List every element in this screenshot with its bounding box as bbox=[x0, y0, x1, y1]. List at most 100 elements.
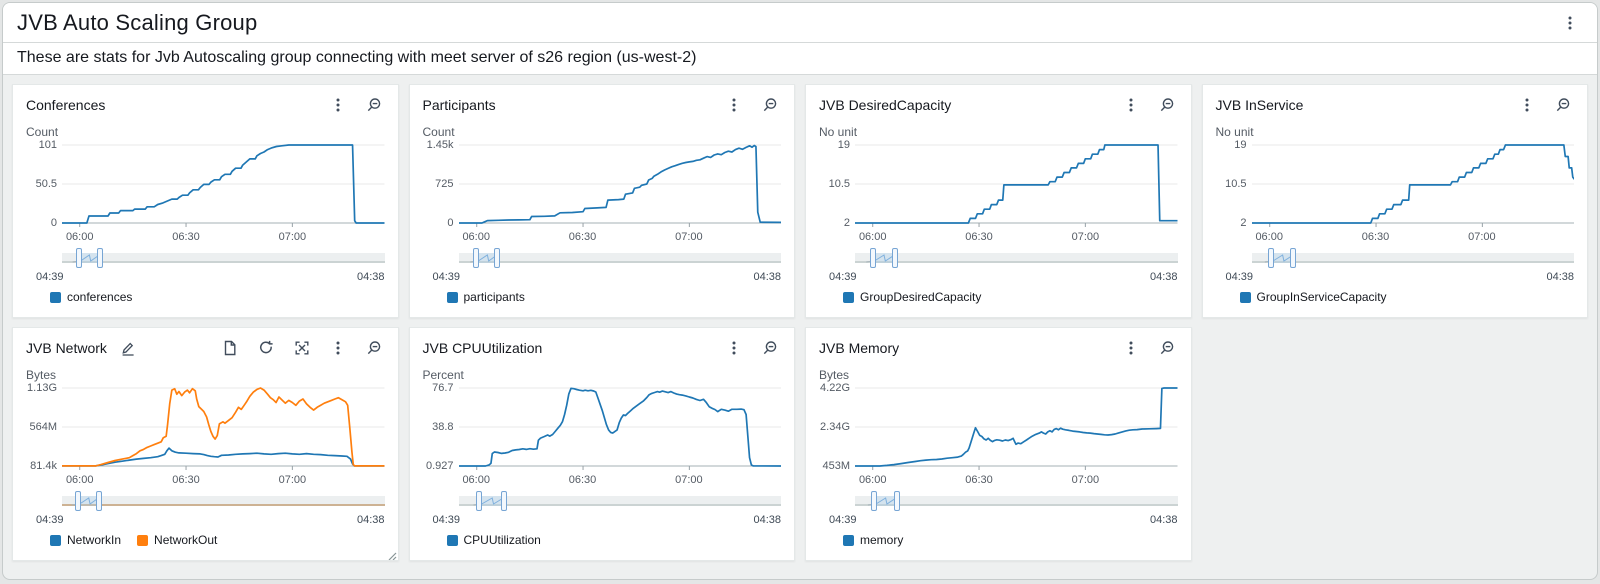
y-tick-label: 725 bbox=[435, 178, 454, 190]
x-tick-label: 06:00 bbox=[65, 231, 94, 243]
menu-icon[interactable] bbox=[723, 94, 745, 116]
x-tick-label: 07:00 bbox=[278, 474, 307, 486]
brush-handle-right[interactable] bbox=[1290, 248, 1297, 268]
brush-track[interactable] bbox=[1251, 253, 1574, 263]
chart-plot[interactable] bbox=[855, 141, 1178, 231]
y-axis-unit-label: Percent bbox=[422, 368, 464, 382]
legend-item-CPUUtilization[interactable]: CPUUtilization bbox=[446, 533, 541, 547]
brush-selection[interactable] bbox=[872, 253, 896, 263]
x-tick-label: 07:00 bbox=[675, 474, 703, 486]
brush-handle-left[interactable] bbox=[871, 491, 878, 511]
timeline-brush[interactable] bbox=[855, 491, 1178, 511]
menu-icon[interactable] bbox=[1516, 94, 1538, 116]
y-axis-unit-label: No unit bbox=[1215, 125, 1254, 139]
x-tick-label: 06:30 bbox=[965, 231, 993, 243]
chart-plot[interactable] bbox=[62, 141, 385, 231]
brush-handle-left[interactable] bbox=[76, 248, 83, 268]
zoom-out-icon[interactable] bbox=[363, 337, 385, 359]
brush-sparkline bbox=[459, 496, 782, 506]
zoom-out-icon[interactable] bbox=[1156, 94, 1178, 116]
legend-item-memory[interactable]: memory bbox=[843, 533, 903, 547]
edit-icon[interactable] bbox=[117, 337, 139, 359]
menu-icon[interactable] bbox=[1120, 337, 1142, 359]
document-icon[interactable] bbox=[219, 337, 241, 359]
brush-handle-left[interactable] bbox=[869, 248, 876, 268]
panel-title: Participants bbox=[422, 97, 496, 113]
refresh-icon[interactable] bbox=[255, 337, 277, 359]
brush-end-label: 04:38 bbox=[753, 514, 781, 526]
brush-selection[interactable] bbox=[476, 253, 498, 263]
brush-handle-left[interactable] bbox=[1267, 248, 1274, 268]
chart-plot[interactable] bbox=[459, 141, 782, 231]
brush-labels: 04:39 04:38 bbox=[36, 271, 385, 283]
brush-end-label: 04:38 bbox=[1149, 271, 1178, 283]
brush-selection[interactable] bbox=[1270, 253, 1294, 263]
chart-plot[interactable] bbox=[62, 384, 385, 474]
brush-handle-right[interactable] bbox=[97, 248, 104, 268]
timeline-brush[interactable] bbox=[62, 491, 385, 511]
x-axis-labels: 06:00 06:30 07:00 bbox=[855, 474, 1178, 488]
panel-header: JVB CPUUtilization bbox=[423, 337, 782, 359]
brush-track[interactable] bbox=[62, 253, 385, 263]
x-tick-label: 06:00 bbox=[858, 231, 887, 243]
brush-handle-right[interactable] bbox=[500, 491, 507, 511]
brush-track[interactable] bbox=[855, 253, 1178, 263]
brush-track[interactable] bbox=[458, 253, 781, 263]
menu-icon[interactable] bbox=[1120, 94, 1142, 116]
zoom-out-icon[interactable] bbox=[363, 94, 385, 116]
brush-handle-right[interactable] bbox=[494, 248, 501, 268]
zoom-out-icon[interactable] bbox=[1156, 337, 1178, 359]
brush-start-label: 04:39 bbox=[432, 271, 461, 283]
timeline-brush[interactable] bbox=[62, 248, 385, 268]
chart-plot[interactable] bbox=[459, 384, 782, 474]
brush-track[interactable] bbox=[855, 496, 1178, 506]
brush-selection[interactable] bbox=[874, 496, 897, 506]
y-axis-unit-label: No unit bbox=[819, 125, 858, 139]
y-axis-unit-label: Bytes bbox=[819, 368, 850, 382]
dashboard-menu-icon[interactable] bbox=[1559, 12, 1581, 34]
x-tick-label: 07:00 bbox=[1468, 231, 1496, 243]
brush-handle-left[interactable] bbox=[476, 491, 483, 511]
x-tick-label: 06:30 bbox=[172, 231, 200, 243]
chart-plot[interactable] bbox=[855, 384, 1178, 474]
legend-item-NetworkOut[interactable]: NetworkOut bbox=[137, 533, 217, 547]
timeline-brush[interactable] bbox=[458, 491, 782, 511]
brush-handle-right[interactable] bbox=[893, 491, 900, 511]
legend-item-GroupInServiceCapacity[interactable]: GroupInServiceCapacity bbox=[1239, 290, 1387, 304]
brush-handle-left[interactable] bbox=[75, 491, 82, 511]
zoom-out-icon[interactable] bbox=[759, 337, 781, 359]
brush-sparkline bbox=[855, 253, 1178, 263]
brush-selection[interactable] bbox=[78, 496, 100, 506]
resize-handle[interactable] bbox=[386, 548, 397, 560]
brush-handle-right[interactable] bbox=[96, 491, 103, 511]
brush-selection[interactable] bbox=[479, 496, 504, 506]
legend-label: NetworkOut bbox=[154, 533, 218, 547]
menu-icon[interactable] bbox=[723, 337, 745, 359]
timeline-brush[interactable] bbox=[458, 248, 781, 268]
zoom-out-icon[interactable] bbox=[759, 94, 781, 116]
panel-toolbar bbox=[1516, 94, 1574, 116]
legend-item-conferences[interactable]: conferences bbox=[50, 290, 132, 304]
legend-item-NetworkIn[interactable]: NetworkIn bbox=[50, 533, 121, 547]
brush-handle-right[interactable] bbox=[892, 248, 899, 268]
chart-plot[interactable] bbox=[1252, 141, 1575, 231]
panel-jvb-cpuutilization: JVB CPUUtilization Percent 76.7 38.8 0.927… bbox=[408, 327, 795, 561]
zoom-out-icon[interactable] bbox=[1552, 94, 1574, 116]
y-tick-label: 2.34G bbox=[820, 421, 850, 433]
legend-swatch bbox=[843, 534, 854, 546]
x-axis-labels: 06:00 06:30 07:00 bbox=[62, 474, 385, 488]
brush-track[interactable] bbox=[62, 496, 385, 506]
timeline-brush[interactable] bbox=[1251, 248, 1574, 268]
menu-icon[interactable] bbox=[327, 94, 349, 116]
timeline-brush[interactable] bbox=[855, 248, 1178, 268]
x-axis-labels: 06:00 06:30 07:00 bbox=[459, 474, 782, 488]
menu-icon[interactable] bbox=[327, 337, 349, 359]
y-tick-label: 2 bbox=[843, 217, 850, 229]
expand-icon[interactable] bbox=[291, 337, 313, 359]
y-tick-label: 101 bbox=[38, 139, 57, 151]
legend-item-participants[interactable]: participants bbox=[446, 290, 525, 304]
brush-track[interactable] bbox=[458, 496, 781, 506]
brush-handle-left[interactable] bbox=[473, 248, 480, 268]
legend-item-GroupDesiredCapacity[interactable]: GroupDesiredCapacity bbox=[843, 290, 981, 304]
plot-container: 06:00 06:30 07:00 04:39 04:38 bbox=[433, 384, 782, 526]
